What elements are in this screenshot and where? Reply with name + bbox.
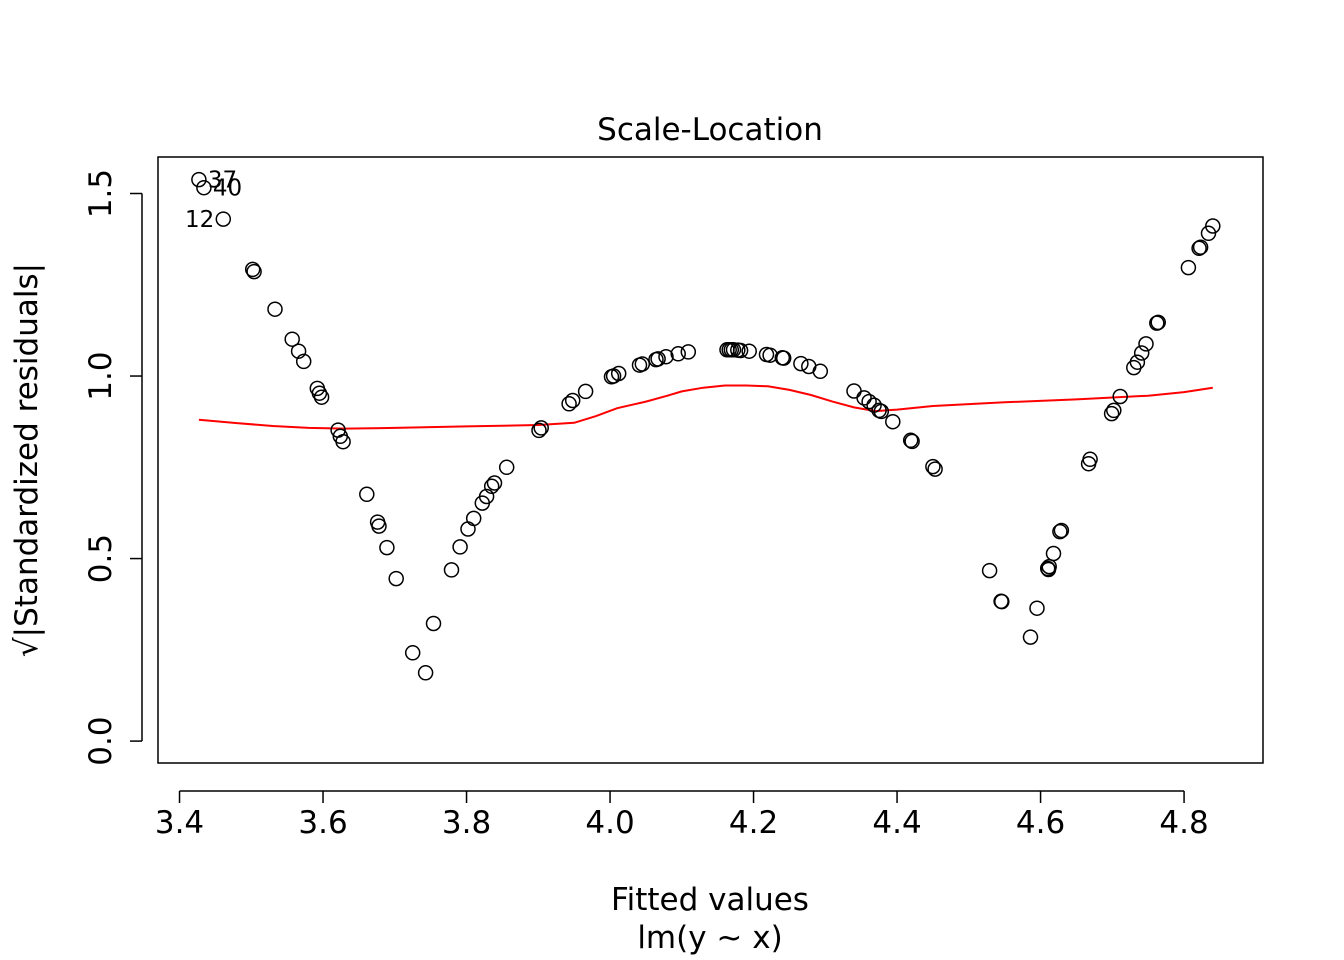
x-tick-label: 4.6	[1016, 805, 1065, 841]
data-point	[1133, 345, 1150, 361]
y-tick-label: 1.5	[83, 169, 119, 218]
data-point	[425, 615, 442, 632]
data-point	[1138, 336, 1154, 352]
outlier-label: 40	[213, 176, 242, 202]
data-point	[846, 383, 862, 399]
data-point	[610, 365, 627, 382]
data-point	[246, 263, 262, 280]
data-point	[244, 261, 261, 278]
data-point	[1045, 545, 1062, 562]
data-point	[359, 486, 375, 503]
data-points	[191, 171, 1221, 681]
data-point	[483, 478, 500, 495]
data-point	[680, 344, 697, 360]
x-tick-label: 3.4	[155, 805, 204, 841]
data-point	[284, 331, 300, 347]
x-tick-label: 4.8	[1159, 805, 1208, 841]
data-point	[904, 433, 920, 450]
data-point	[533, 420, 549, 436]
data-point	[388, 570, 404, 587]
data-point	[812, 363, 829, 380]
data-point	[793, 355, 809, 372]
data-point	[371, 518, 387, 534]
data-point	[1205, 218, 1221, 234]
data-point	[732, 342, 749, 359]
data-point	[634, 356, 651, 372]
outlier-label: 37	[208, 168, 237, 194]
data-point	[775, 350, 792, 366]
data-point	[531, 422, 547, 439]
data-point	[658, 348, 674, 365]
data-point	[577, 383, 594, 400]
data-point	[465, 510, 482, 527]
plot-frame	[157, 156, 1264, 764]
y-tick-label: 0.5	[83, 534, 119, 583]
data-point	[741, 343, 757, 359]
data-point	[335, 433, 351, 450]
data-point	[856, 390, 872, 406]
data-point	[311, 385, 328, 401]
data-point	[196, 179, 212, 196]
data-point	[267, 301, 283, 317]
data-point	[191, 171, 207, 188]
data-point	[650, 351, 666, 367]
data-point	[670, 346, 686, 362]
data-point	[404, 645, 421, 661]
data-point	[1200, 225, 1217, 242]
smooth-line	[198, 384, 1213, 430]
data-point	[498, 459, 515, 476]
x-tick-label: 3.8	[442, 805, 491, 841]
data-point	[1106, 402, 1122, 419]
data-point	[1029, 600, 1045, 616]
data-point	[313, 389, 330, 405]
data-point	[295, 353, 312, 370]
x-axis: 3.4 3.6 3.8 4.0 4.2 4.4 4.6 4.8	[155, 790, 1209, 841]
data-point	[1129, 354, 1146, 370]
data-point	[1082, 451, 1098, 468]
data-point	[478, 488, 495, 505]
data-point	[873, 403, 890, 420]
data-point	[885, 413, 901, 430]
data-point	[927, 461, 943, 477]
y-axis: 0.0 0.5 1.0 1.5	[83, 169, 143, 766]
data-point	[290, 343, 307, 359]
data-point	[981, 562, 998, 579]
data-point	[564, 392, 581, 409]
data-point	[1192, 239, 1209, 255]
model-subtitle: lm(y ~ x)	[637, 920, 782, 956]
outlier-label: 12	[185, 207, 214, 233]
data-point	[452, 539, 468, 555]
data-point	[1180, 259, 1197, 276]
y-axis-label: √|Standardized residuals|	[9, 263, 45, 657]
x-tick-label: 4.2	[729, 805, 778, 841]
data-point	[379, 539, 395, 556]
x-axis-label: Fitted values	[611, 882, 809, 918]
y-tick-label: 0.0	[83, 716, 119, 765]
data-point	[486, 475, 503, 491]
data-point	[725, 342, 742, 358]
chart-title: Scale-Location	[597, 112, 823, 148]
data-point	[1053, 522, 1070, 539]
data-point	[215, 211, 232, 227]
x-tick-label: 4.0	[585, 805, 634, 841]
data-point	[1150, 314, 1166, 331]
data-point	[1022, 629, 1039, 645]
data-point	[861, 393, 877, 410]
data-point	[1112, 388, 1128, 405]
data-point	[460, 521, 476, 537]
data-point	[417, 665, 434, 681]
data-point	[994, 593, 1010, 610]
x-tick-label: 4.4	[872, 805, 921, 841]
data-point	[561, 396, 577, 412]
data-point	[1052, 523, 1068, 540]
data-point	[1191, 240, 1207, 257]
data-point	[925, 458, 941, 475]
data-point	[1103, 405, 1120, 422]
y-tick-label: 1.0	[83, 351, 119, 400]
data-point	[902, 432, 919, 449]
data-point	[443, 562, 460, 578]
x-tick-label: 3.6	[298, 805, 347, 841]
